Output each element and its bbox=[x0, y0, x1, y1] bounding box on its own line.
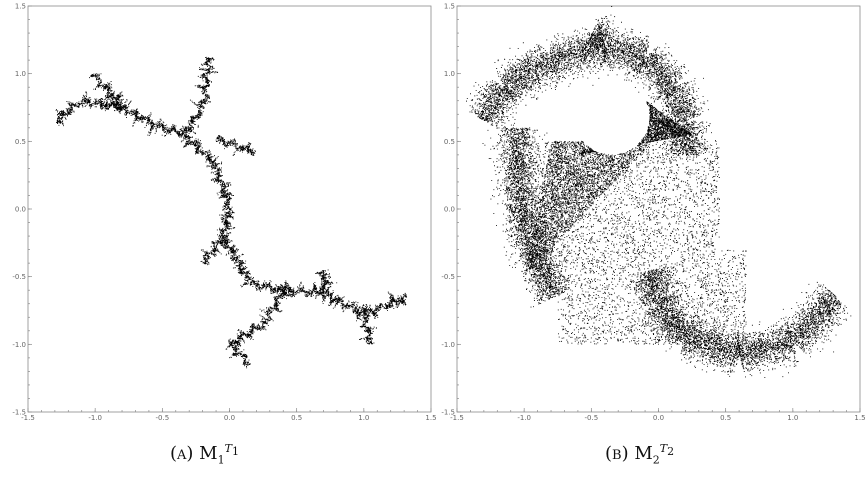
x-tick-label: 0.0 bbox=[224, 414, 235, 422]
y-tick-label: 0.0 bbox=[15, 206, 26, 214]
panel-a-points bbox=[55, 56, 408, 369]
panel-a-plot: -1.5 -1.0 -0.5 0.0 0.5 1.0 1.5 -1.5 -1.0 -0.5 0.0 0… bbox=[12, 3, 436, 423]
y-tick-label: -1.0 bbox=[12, 341, 26, 349]
caption-b-tag: (b) bbox=[605, 443, 629, 464]
caption-a-superscript: T1 bbox=[224, 442, 239, 459]
x-tick-label: 0.5 bbox=[291, 414, 302, 422]
x-tick-label: -1.0 bbox=[517, 414, 531, 422]
panel-b-points bbox=[466, 6, 852, 379]
y-tick-label: -1.0 bbox=[441, 341, 455, 349]
y-tick-label: -1.5 bbox=[12, 409, 26, 417]
y-tick-label: 1.0 bbox=[444, 70, 455, 78]
x-tick-label: 0.0 bbox=[653, 414, 664, 422]
y-tick-label: 1.0 bbox=[15, 70, 26, 78]
caption-a-symbol: M bbox=[199, 443, 218, 464]
caption-b-superscript: T2 bbox=[659, 442, 675, 459]
y-tick-label: 0.5 bbox=[15, 138, 26, 146]
x-tick-label: -0.5 bbox=[584, 414, 598, 422]
panel-b-plot: -1.5 -1.0 -0.5 0.0 0.5 1.0 1.5 -1.5 -1.0 -0.5 0.0 0… bbox=[441, 3, 865, 423]
y-tick-label: 0.5 bbox=[444, 138, 455, 146]
x-tick-label: 0.5 bbox=[720, 414, 731, 422]
x-tick-label: -0.5 bbox=[155, 414, 169, 422]
y-tick-label: 1.5 bbox=[444, 3, 455, 11]
x-tick-label: -1.0 bbox=[88, 414, 102, 422]
caption-a-subscript: 1 bbox=[217, 453, 225, 467]
caption-a-tag: (a) bbox=[170, 443, 194, 464]
caption-b: (b) M2T2 bbox=[605, 442, 674, 467]
y-tick-label: 1.5 bbox=[15, 3, 26, 11]
x-tick-label: 1.0 bbox=[358, 414, 369, 422]
y-tick-label: 0.0 bbox=[444, 206, 455, 214]
x-tick-label: 1.0 bbox=[787, 414, 798, 422]
caption-a: (a) M1T1 bbox=[170, 442, 239, 467]
y-tick-label: -0.5 bbox=[12, 273, 26, 281]
x-tick-label: -1.5 bbox=[21, 414, 35, 422]
y-tick-label: -0.5 bbox=[441, 273, 455, 281]
x-tick-label: 1.5 bbox=[425, 414, 436, 422]
caption-b-symbol: M bbox=[634, 443, 653, 464]
x-tick-label: -1.5 bbox=[450, 414, 464, 422]
y-tick-label: -1.5 bbox=[441, 409, 455, 417]
caption-b-subscript: 2 bbox=[652, 453, 660, 467]
x-tick-label: 1.5 bbox=[854, 414, 865, 422]
